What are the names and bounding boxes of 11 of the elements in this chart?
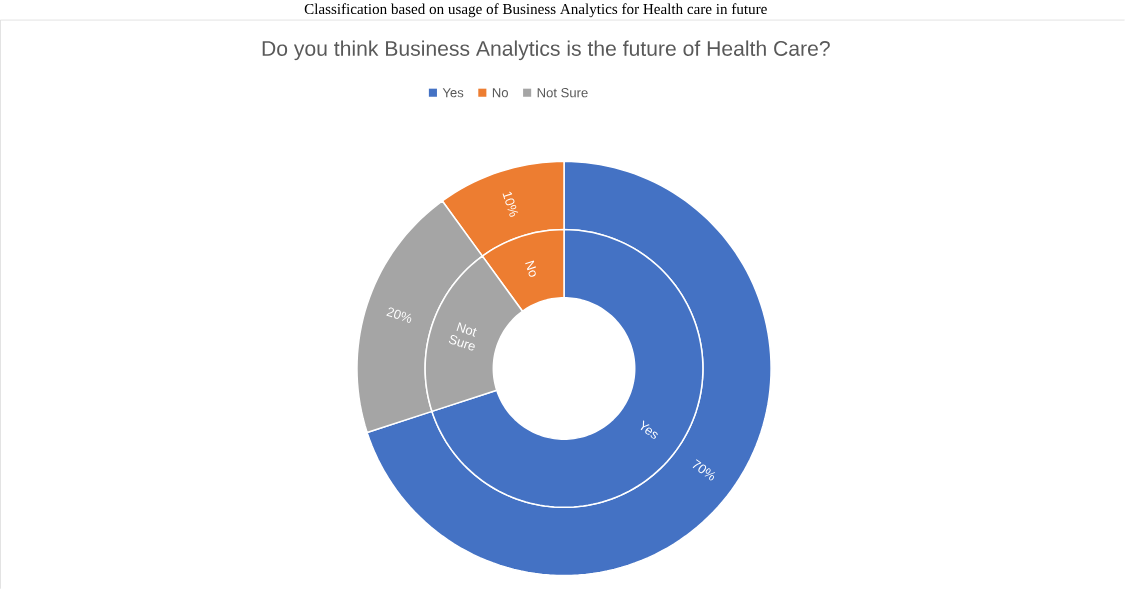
legend-label: Yes <box>442 88 464 98</box>
data-label: 20% <box>386 307 412 323</box>
legend-label: No <box>492 88 508 98</box>
data-label: No <box>525 260 536 277</box>
chart-title: Do you think Business Analytics is the future of Health Care? <box>262 40 830 61</box>
data-label: 70% <box>692 459 716 481</box>
legend-label: Not Sure <box>537 88 588 98</box>
data-label: 10% <box>502 191 519 217</box>
data-label: Not Sure <box>448 322 477 351</box>
text: Classification based on usage of Business Analytics for Health care in future <box>304 3 767 18</box>
data-label: Yes <box>640 420 658 439</box>
